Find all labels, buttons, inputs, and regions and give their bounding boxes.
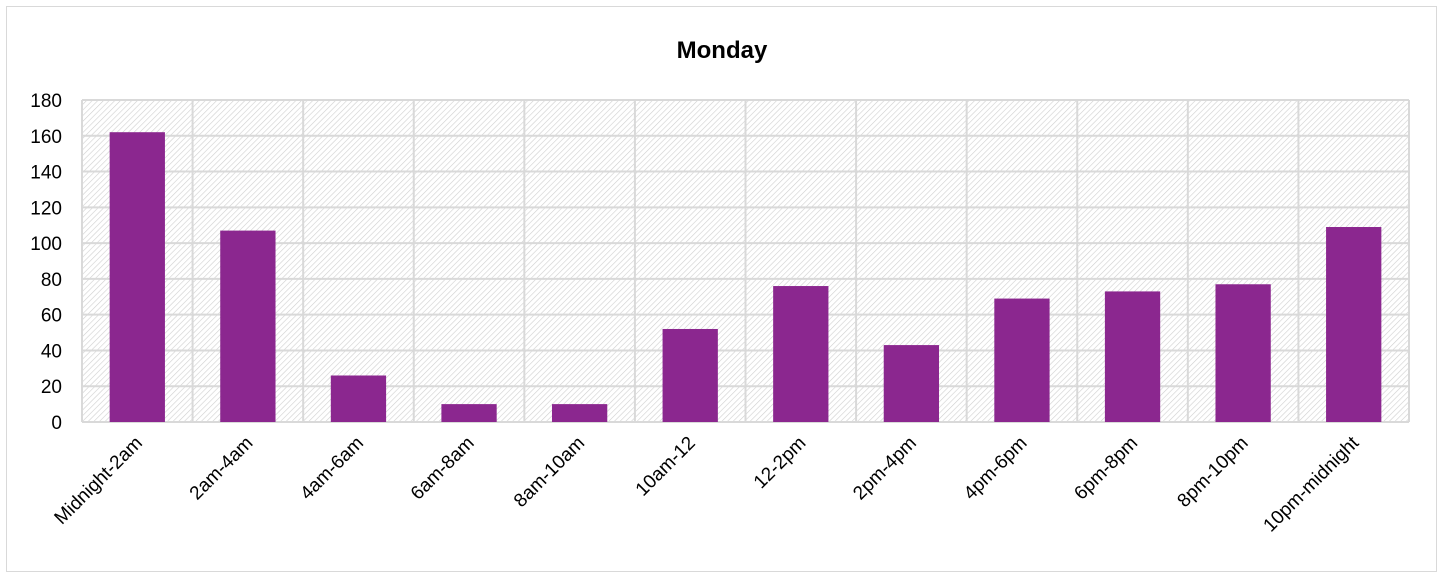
bar-6am-8am — [441, 404, 497, 422]
x-tick-label: 6pm-8pm — [1070, 433, 1142, 505]
chart-title: Monday — [677, 37, 768, 64]
y-tick-label: 20 — [41, 377, 62, 398]
x-tick-label: 10am-12 — [632, 433, 700, 501]
y-tick-label: 0 — [51, 413, 62, 434]
bar-10am-12 — [662, 328, 718, 422]
x-tick-label: 8pm-10pm — [1174, 433, 1253, 512]
bars — [109, 132, 1382, 422]
y-tick-label: 100 — [30, 234, 62, 255]
x-tick-label: Midnight-2am — [51, 433, 147, 529]
bar-8pm-10pm — [1215, 284, 1271, 422]
y-tick-label: 120 — [30, 198, 62, 219]
gridlines — [81, 99, 1410, 423]
x-tick-label: 4am-6am — [296, 433, 368, 505]
y-tick-label: 180 — [30, 91, 62, 112]
y-tick-label: 60 — [41, 306, 62, 327]
y-tick-label: 140 — [30, 163, 62, 184]
y-tick-label: 160 — [30, 127, 62, 148]
y-tick-label: 40 — [41, 341, 62, 362]
x-tick-label: 8am-10am — [510, 433, 589, 512]
bar-4pm-6pm — [994, 298, 1050, 422]
bar-10pm-midnight — [1326, 227, 1382, 422]
bar-12-2pm — [773, 286, 829, 422]
bar-midnight-2am — [109, 132, 165, 422]
x-tick-label: 10pm-midnight — [1260, 432, 1364, 536]
y-axis-ticks: 0 20 40 60 80 100 120 140 160 180 — [30, 91, 62, 434]
x-tick-label: 2pm-4pm — [849, 433, 921, 505]
x-axis-ticks: Midnight-2am 2am-4am 4am-6am 6am-8am 8am-10a… — [51, 432, 1364, 536]
x-tick-label: 2am-4am — [186, 433, 258, 505]
x-tick-label: 6am-8am — [407, 433, 479, 505]
bar-2am-4am — [220, 230, 276, 422]
x-tick-label: 4pm-6pm — [960, 433, 1032, 505]
x-tick-label: 12-2pm — [750, 433, 810, 493]
bar-4am-6am — [330, 375, 387, 422]
bar-2pm-4pm — [883, 345, 940, 422]
bar-6pm-8pm — [1104, 291, 1161, 422]
y-tick-label: 80 — [41, 270, 62, 291]
bar-8am-10am — [551, 404, 608, 422]
